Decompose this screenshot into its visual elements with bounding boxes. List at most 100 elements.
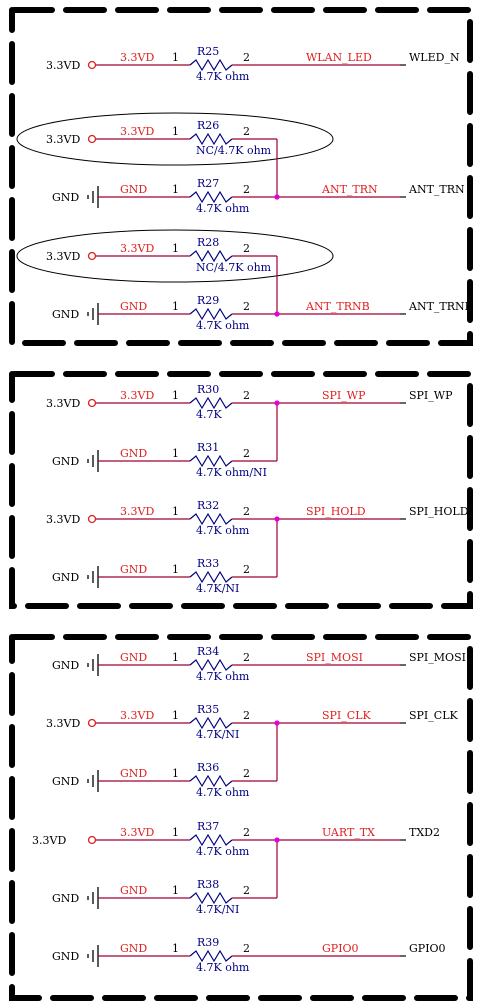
- pin-number-1: 1: [172, 51, 179, 64]
- junction-dot: [274, 400, 280, 406]
- port-label: WLED_N: [409, 51, 460, 64]
- source-label: GND: [52, 950, 79, 963]
- port-label: GPIO0: [409, 942, 446, 955]
- net-label-output: ANT_TRNB: [305, 300, 370, 313]
- resistor-row-r30: 3.3VD 3.3VD 1 2 R30 4.7K SPI_WP SPI_WP: [46, 383, 453, 421]
- resistor-symbol-icon: [189, 454, 233, 468]
- net-label-output: WLAN_LED: [306, 51, 372, 64]
- pin-number-2: 2: [243, 125, 250, 138]
- pin-number-2: 2: [243, 767, 250, 780]
- resistor-ref-label: R38: [197, 878, 219, 891]
- net-label-input: 3.3VD: [120, 826, 154, 839]
- source-label: GND: [52, 775, 79, 788]
- pin-number-1: 1: [172, 447, 179, 460]
- resistor-value-label: 4.7K ohm: [196, 786, 250, 799]
- net-label-output: UART_TX: [322, 826, 375, 839]
- resistor-value-label: NC/4.7K ohm: [196, 261, 272, 274]
- pin-number-2: 2: [243, 183, 250, 196]
- net-label-input: GND: [120, 563, 147, 576]
- resistor-value-label: 4.7K ohm/NI: [196, 466, 267, 479]
- resistor-ref-label: R35: [197, 703, 219, 716]
- pin-number-2: 2: [243, 884, 250, 897]
- section-border-2: [9, 371, 473, 609]
- resistor-row-r29: GND GND 1 2 R29 4.7K ohm ANT_TRNB ANT_TRNB: [52, 294, 473, 332]
- ground-symbol-icon: [87, 303, 99, 325]
- source-label: GND: [52, 892, 79, 905]
- junction-dot: [274, 516, 280, 522]
- source-label: GND: [52, 659, 79, 672]
- pin-number-2: 2: [243, 942, 250, 955]
- resistor-row-r25: 3.3VD 3.3VD 1 2 R25 4.7K ohm WLAN_LED WLED_N: [46, 45, 460, 83]
- resistor-symbol-icon: [189, 949, 233, 963]
- resistor-row-r33: GND GND 1 2 R33 4.7K/NI: [52, 557, 277, 595]
- source-label: 3.3VD: [46, 250, 80, 263]
- port-label: SPI_HOLD: [409, 505, 469, 518]
- pin-number-1: 1: [172, 242, 179, 255]
- resistor-symbol-icon: [189, 249, 233, 263]
- junction-dot: [274, 837, 280, 843]
- source-label: GND: [52, 571, 79, 584]
- pin-number-1: 1: [172, 651, 179, 664]
- resistor-value-label: 4.7K ohm: [196, 70, 250, 83]
- pin-number-2: 2: [243, 300, 250, 313]
- resistor-ref-label: R29: [197, 294, 219, 307]
- net-label-output: ANT_TRN: [321, 183, 378, 196]
- pin-number-1: 1: [172, 942, 179, 955]
- resistor-ref-label: R27: [197, 177, 219, 190]
- pin-number-2: 2: [243, 242, 250, 255]
- resistor-symbol-icon: [189, 58, 233, 72]
- net-label-output: SPI_CLK: [322, 709, 372, 722]
- net-label-input: 3.3VD: [120, 505, 154, 518]
- junction-dot: [274, 194, 280, 200]
- resistor-row-r39: GND GND 1 2 R39 4.7K ohm GPIO0 GPIO0: [52, 936, 446, 974]
- pin-number-2: 2: [243, 651, 250, 664]
- resistor-symbol-icon: [189, 658, 233, 672]
- port-label: SPI_WP: [409, 389, 453, 402]
- net-label-output: SPI_MOSI: [306, 651, 363, 664]
- resistor-value-label: NC/4.7K ohm: [196, 144, 272, 157]
- resistor-value-label: 4.7K ohm: [196, 524, 250, 537]
- resistor-ref-label: R39: [197, 936, 219, 949]
- resistor-ref-label: R34: [197, 645, 219, 658]
- resistor-ref-label: R25: [197, 45, 219, 58]
- source-label: 3.3VD: [46, 513, 80, 526]
- pin-number-1: 1: [172, 826, 179, 839]
- resistor-row-r34: GND GND 1 2 R34 4.7K ohm SPI_MOSI SPI_MOSI: [52, 645, 466, 683]
- net-label-input: GND: [120, 447, 147, 460]
- net-label-input: 3.3VD: [120, 709, 154, 722]
- ground-symbol-icon: [87, 945, 99, 967]
- port-label: SPI_MOSI: [409, 651, 466, 664]
- resistor-ref-label: R32: [197, 499, 219, 512]
- net-label-input: GND: [120, 183, 147, 196]
- pin-number-1: 1: [172, 709, 179, 722]
- pin-number-2: 2: [243, 826, 250, 839]
- resistor-value-label: 4.7K ohm: [196, 845, 250, 858]
- pin-number-2: 2: [243, 563, 250, 576]
- net-label-input: 3.3VD: [120, 389, 154, 402]
- pin-number-1: 1: [172, 300, 179, 313]
- pin-number-1: 1: [172, 125, 179, 138]
- net-label-input: GND: [120, 300, 147, 313]
- resistor-ref-label: R26: [197, 119, 219, 132]
- net-label-input: GND: [120, 942, 147, 955]
- resistor-symbol-icon: [189, 512, 233, 526]
- pin-number-1: 1: [172, 884, 179, 897]
- source-label: GND: [52, 308, 79, 321]
- resistor-ref-label: R37: [197, 820, 219, 833]
- port-label: SPI_CLK: [409, 709, 459, 722]
- source-label: 3.3VD: [32, 834, 66, 847]
- resistor-symbol-icon: [189, 570, 233, 584]
- power-port-icon: [87, 718, 97, 728]
- resistor-row-r38: GND GND 1 2 R38 4.7K/NI: [52, 878, 277, 916]
- junction-dot: [274, 720, 280, 726]
- junction-dot: [274, 311, 280, 317]
- resistor-symbol-icon: [189, 190, 233, 204]
- resistor-value-label: 4.7K ohm: [196, 670, 250, 683]
- resistor-row-r26: 3.3VD 3.3VD 1 2 R26 NC/4.7K ohm: [46, 119, 277, 157]
- ground-symbol-icon: [87, 450, 99, 472]
- resistor-row-r27: GND GND 1 2 R27 4.7K ohm ANT_TRN ANT_TRN: [52, 177, 465, 215]
- resistor-symbol-icon: [189, 891, 233, 905]
- net-label-output: GPIO0: [322, 942, 359, 955]
